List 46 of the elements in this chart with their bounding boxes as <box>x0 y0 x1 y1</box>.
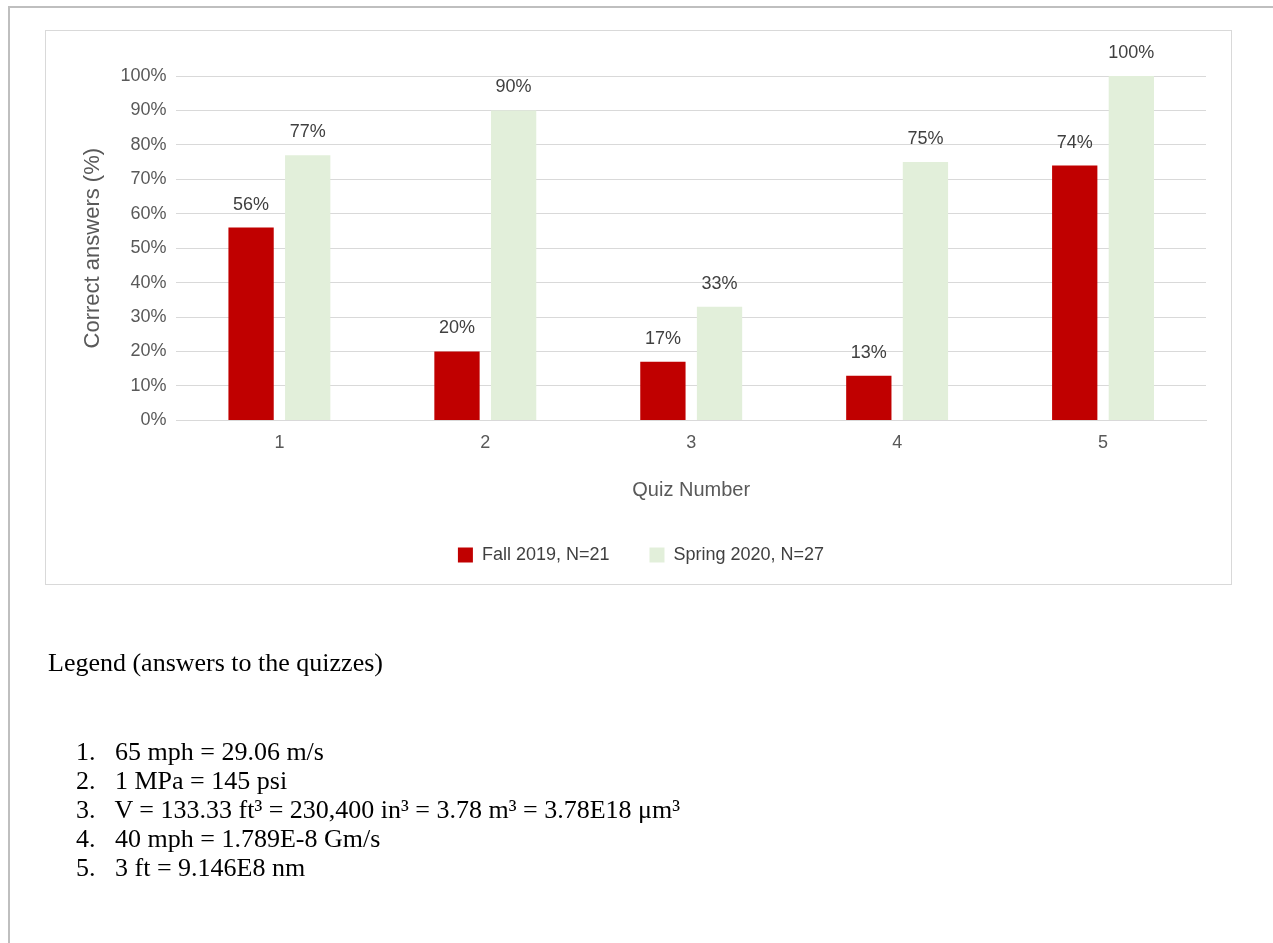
data-label: 56% <box>233 193 270 214</box>
legend-label: Spring 2020, N=27 <box>673 543 825 564</box>
data-label: 13% <box>850 341 887 362</box>
x-tick-label: 2 <box>480 432 491 453</box>
x-axis-title: Quiz Number <box>632 477 751 500</box>
text: 3. V = 133.33 ft³ = 230,400 in³ = 3.78 m³ = 3.78E18 μm³ <box>76 795 681 824</box>
y-tick-label: 40% <box>130 271 167 292</box>
bar <box>285 155 331 420</box>
bar <box>696 306 743 420</box>
data-label: 74% <box>1056 131 1093 152</box>
legend-label: Fall 2019, N=21 <box>481 543 610 564</box>
y-tick-label: 100% <box>120 64 167 85</box>
bar <box>228 227 274 420</box>
x-tick-label: 3 <box>686 432 697 453</box>
x-tick-label: 4 <box>892 432 903 453</box>
data-label: 100% <box>1108 41 1155 62</box>
bar <box>1108 76 1155 420</box>
text: 2. 1 MPa = 145 psi <box>76 766 289 795</box>
bar <box>640 361 686 420</box>
text: Legend (answers to the quizzes) <box>48 648 384 677</box>
y-tick-label: 90% <box>130 99 167 120</box>
bar <box>846 375 892 420</box>
y-tick-label: 10% <box>130 374 167 395</box>
x-tick-label: 1 <box>274 432 285 453</box>
bar <box>902 162 949 420</box>
bar <box>434 351 480 420</box>
data-label: 33% <box>701 272 738 293</box>
bar <box>1052 165 1098 420</box>
bar <box>490 110 537 420</box>
y-tick-label: 70% <box>130 168 167 189</box>
data-label: 90% <box>495 76 532 97</box>
y-tick-label: 80% <box>130 133 167 154</box>
data-label: 77% <box>289 121 326 142</box>
x-tick-label: 5 <box>1098 432 1109 453</box>
data-label: 20% <box>438 317 476 338</box>
y-tick-label: 30% <box>130 306 167 327</box>
y-tick-label: 0% <box>140 409 167 430</box>
data-label: 75% <box>907 128 944 149</box>
text: 4. 40 mph = 1.789E-8 Gm/s <box>76 824 382 853</box>
text: 1. 65 mph = 29.06 m/s <box>76 737 325 766</box>
data-label: 17% <box>644 327 681 348</box>
y-tick-label: 20% <box>130 340 167 361</box>
y-tick-label: 50% <box>130 237 167 258</box>
text: 5. 3 ft = 9.146E8 nm <box>76 853 307 882</box>
y-tick-label: 60% <box>130 202 167 223</box>
y-axis-title: Correct answers (%) <box>79 147 105 349</box>
